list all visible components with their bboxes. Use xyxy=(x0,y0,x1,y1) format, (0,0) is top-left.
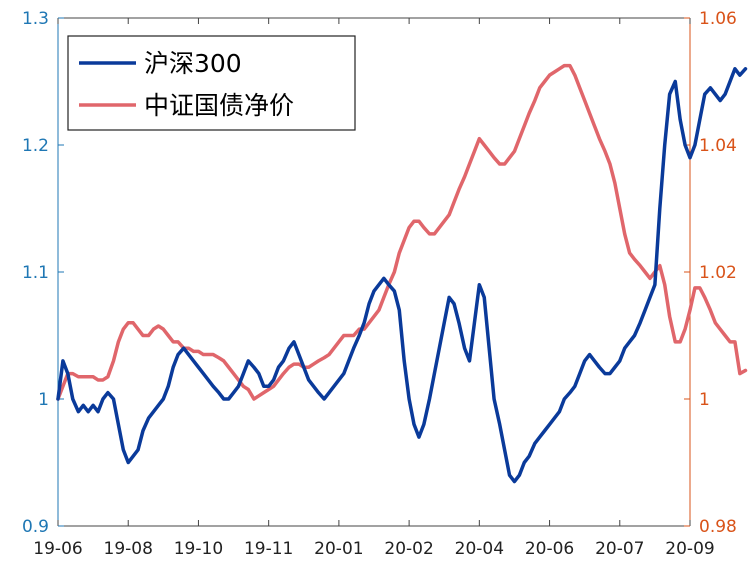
legend-box xyxy=(67,35,356,131)
legend-label-hs300: 沪深300 xyxy=(144,49,242,78)
x-tick-label: 19-06 xyxy=(33,539,82,559)
x-tick-label: 20-04 xyxy=(455,539,504,559)
y-right-tick-label: 1.04 xyxy=(699,136,737,156)
y-left-tick-label: 1 xyxy=(38,390,49,410)
legend-label-bond: 中证国债净价 xyxy=(144,91,294,120)
x-tick-label: 19-11 xyxy=(244,539,293,559)
y-right-tick-label: 1.02 xyxy=(699,263,737,283)
x-tick-label: 20-01 xyxy=(314,539,363,559)
x-tick-label: 19-10 xyxy=(174,539,223,559)
y-left-tick-label: 1.1 xyxy=(22,263,49,283)
series-line-bond-index xyxy=(56,63,748,401)
y-left-tick-label: 1.3 xyxy=(22,9,49,29)
axis-ticks: 19-06 19-08 19-10 19-11 20-01 20-02 20-04 20-06… xyxy=(22,9,737,559)
series-lines xyxy=(56,63,748,484)
y-right-tick-label: 1.06 xyxy=(699,9,737,29)
y-left-tick-label: 0.9 xyxy=(22,517,49,537)
y-right-tick-label: 0.98 xyxy=(699,517,737,537)
x-tick-label: 20-02 xyxy=(384,539,433,559)
series-line-hs300 xyxy=(56,67,748,484)
y-right-tick-label: 1 xyxy=(699,390,710,410)
x-tick-label: 20-06 xyxy=(525,539,574,559)
x-tick-label: 20-09 xyxy=(665,539,714,559)
x-tick-label: 20-07 xyxy=(595,539,644,559)
legend: 沪深300 中证国债净价 xyxy=(67,35,356,131)
x-tick-label: 19-08 xyxy=(104,539,153,559)
y-left-tick-label: 1.2 xyxy=(22,136,49,156)
